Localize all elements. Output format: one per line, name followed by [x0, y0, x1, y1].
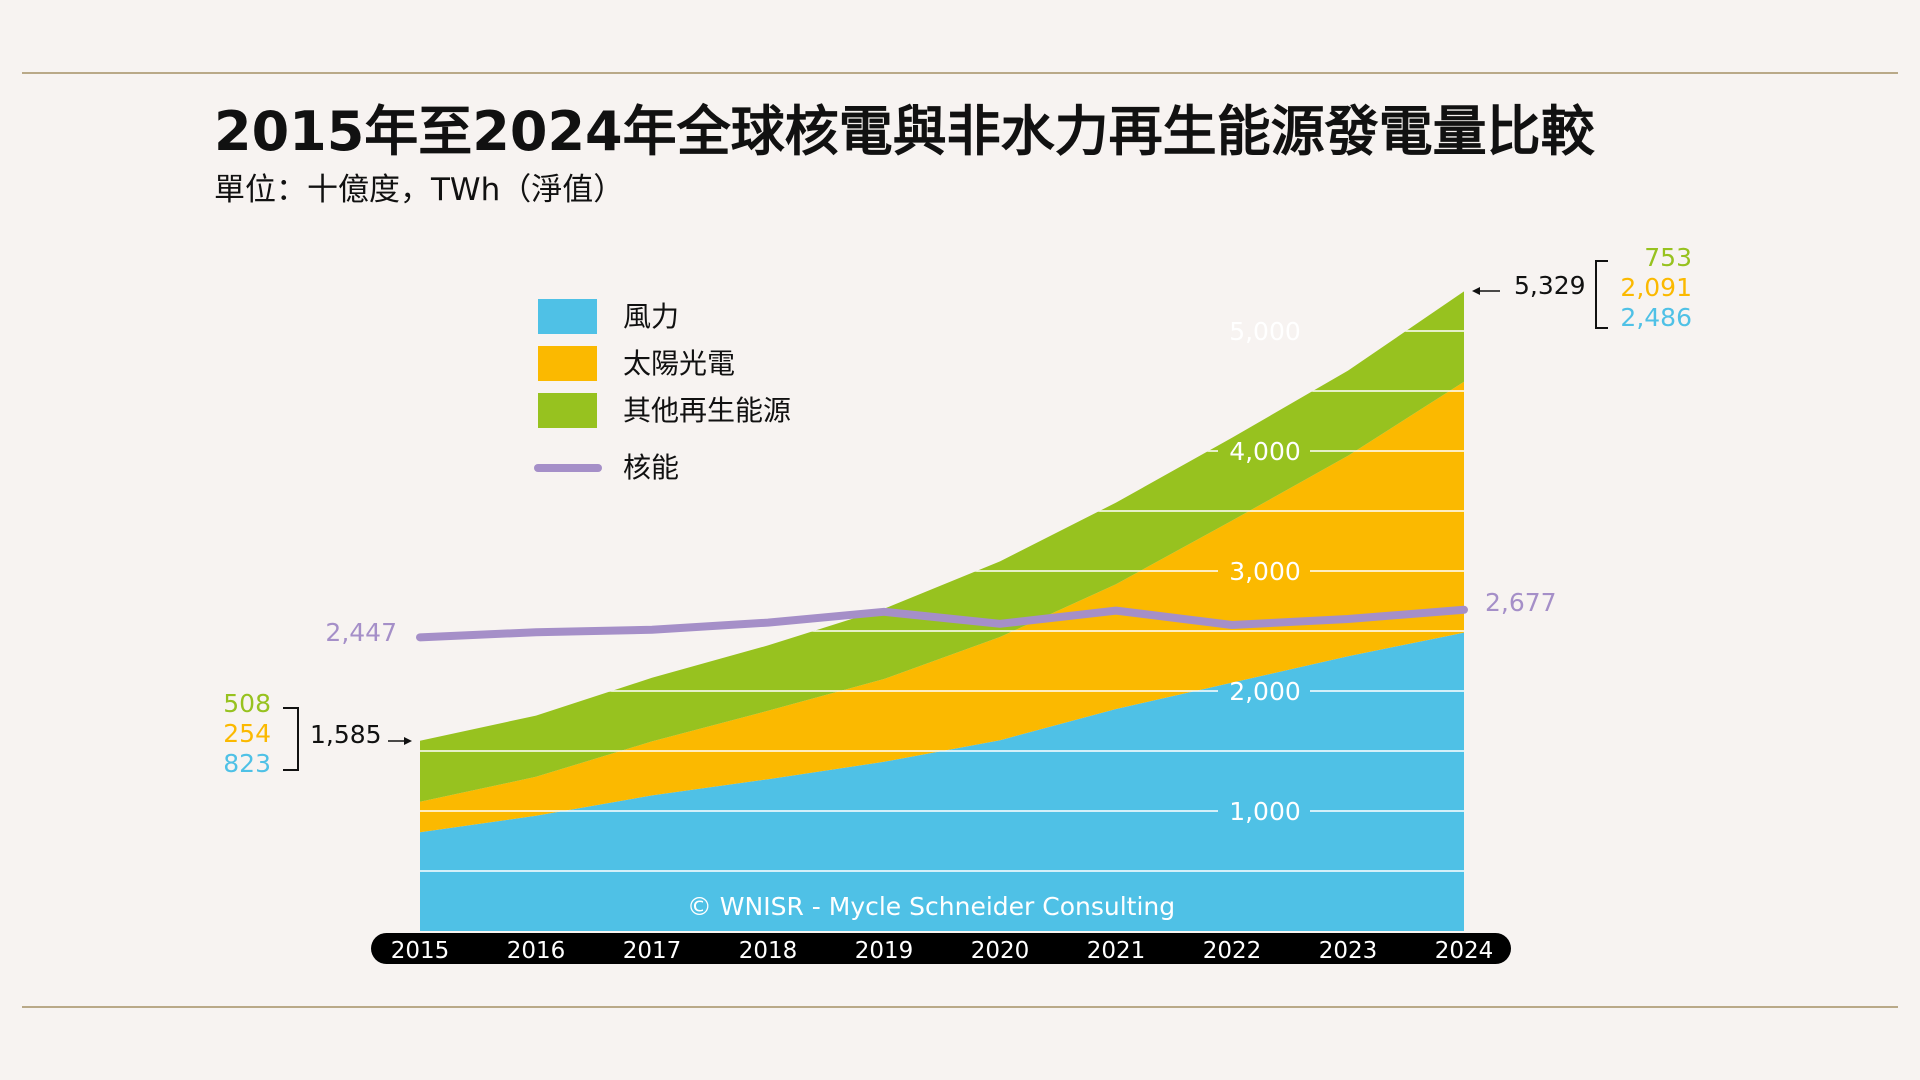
legend-swatch-solar [538, 346, 597, 381]
legend-label-nuclear: 核能 [623, 451, 679, 484]
start-total: 1,585 [310, 720, 382, 749]
y-tick-label: 5,000 [1229, 317, 1301, 346]
area-other [420, 291, 1464, 802]
legend-swatch-wind [538, 299, 597, 334]
arrow-right-icon [388, 737, 412, 745]
start-bracket [283, 707, 299, 771]
arrow-left-icon [1472, 287, 1500, 295]
legend-label-wind: 風力 [623, 300, 679, 333]
y-tick-label: 3,000 [1229, 557, 1301, 586]
start-annotation: 508 254 823 1,585 2,447 [223, 618, 412, 778]
end-total: 5,329 [1514, 271, 1586, 300]
y-tick-labels: 1,000 2,000 3,000 4,000 5,000 [1229, 317, 1301, 826]
nuclear-line-layer [416, 605, 1468, 642]
x-tick-label: 2017 [623, 938, 682, 964]
legend: 風力 太陽光電 其他再生能源 核能 [534, 299, 791, 484]
x-tick-label: 2018 [739, 938, 798, 964]
chart-title: 2015年至2024年全球核電與非水力再生能源發電量比較 [214, 100, 1596, 163]
x-tick-label: 2024 [1435, 938, 1494, 964]
chart-subtitle: 單位：十億度，TWh（淨值） [214, 172, 624, 208]
start-part-solar: 254 [223, 719, 271, 748]
start-part-other: 508 [223, 689, 271, 718]
legend-label-solar: 太陽光電 [623, 347, 735, 380]
x-tick-label: 2015 [391, 938, 450, 964]
x-tick-label: 2020 [971, 938, 1030, 964]
nuclear-line [416, 605, 1468, 642]
x-tick-label: 2019 [855, 938, 914, 964]
start-part-wind: 823 [223, 749, 271, 778]
area-solar [420, 381, 1464, 833]
nuclear-end-label: 2,677 [1485, 588, 1557, 617]
end-part-solar: 2,091 [1620, 273, 1692, 302]
x-tick-label: 2022 [1203, 938, 1262, 964]
year-axis-bar [371, 933, 1511, 964]
area-wind [420, 632, 1464, 931]
end-part-other: 753 [1644, 243, 1692, 272]
y-tick-label: 1,000 [1229, 797, 1301, 826]
area-layer [420, 291, 1464, 931]
legend-swatch-other [538, 393, 597, 428]
y-tick-label: 4,000 [1229, 437, 1301, 466]
x-tick-label: 2021 [1087, 938, 1146, 964]
end-bracket [1595, 260, 1608, 329]
end-part-wind: 2,486 [1620, 303, 1692, 332]
y-tick-label: 2,000 [1229, 677, 1301, 706]
x-tick-label: 2016 [507, 938, 566, 964]
end-annotation: 5,329 753 2,091 2,486 2,677 [1472, 243, 1692, 617]
nuclear-start-label: 2,447 [325, 618, 397, 647]
x-tick-labels: 2015 2016 2017 2018 2019 2020 2021 2022 2023 2024 [391, 938, 1494, 964]
credit: © WNISR - Mycle Schneider Consulting [687, 892, 1175, 921]
legend-label-other: 其他再生能源 [623, 394, 791, 427]
x-tick-label: 2023 [1319, 938, 1378, 964]
